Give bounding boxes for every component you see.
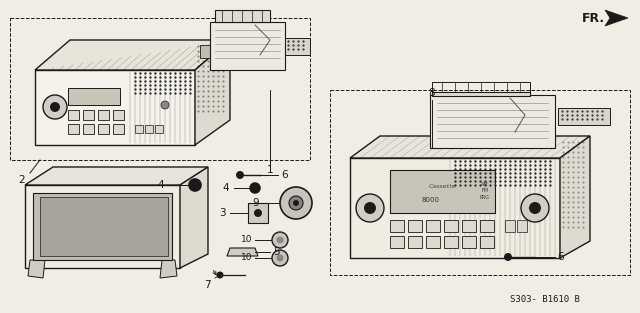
Polygon shape xyxy=(180,167,208,268)
Polygon shape xyxy=(390,170,495,213)
Polygon shape xyxy=(227,248,258,256)
Polygon shape xyxy=(560,136,590,258)
Polygon shape xyxy=(215,10,270,22)
Polygon shape xyxy=(135,125,143,133)
Text: AM
FM
PRG: AM FM PRG xyxy=(480,182,490,200)
Polygon shape xyxy=(432,92,530,96)
Polygon shape xyxy=(33,193,172,260)
Polygon shape xyxy=(480,220,494,232)
Polygon shape xyxy=(285,38,310,55)
Polygon shape xyxy=(408,236,422,248)
Polygon shape xyxy=(517,220,527,232)
Polygon shape xyxy=(98,110,109,120)
Circle shape xyxy=(216,271,223,279)
Polygon shape xyxy=(68,88,120,105)
Polygon shape xyxy=(40,197,168,256)
Circle shape xyxy=(293,200,299,206)
Polygon shape xyxy=(444,236,458,248)
Polygon shape xyxy=(83,110,94,120)
Text: 5: 5 xyxy=(274,247,280,257)
Polygon shape xyxy=(155,125,163,133)
Text: 9: 9 xyxy=(253,198,259,208)
Text: S303- B1610 B: S303- B1610 B xyxy=(510,295,580,305)
Polygon shape xyxy=(210,22,285,70)
Text: 10: 10 xyxy=(241,254,253,263)
Circle shape xyxy=(521,194,549,222)
Polygon shape xyxy=(426,236,440,248)
Text: 4: 4 xyxy=(157,180,164,190)
Polygon shape xyxy=(480,236,494,248)
Circle shape xyxy=(276,254,284,261)
Polygon shape xyxy=(430,95,555,148)
Polygon shape xyxy=(35,70,195,145)
Circle shape xyxy=(276,237,284,244)
Text: 7: 7 xyxy=(204,280,211,290)
Circle shape xyxy=(529,202,541,214)
Polygon shape xyxy=(462,220,476,232)
Polygon shape xyxy=(145,125,153,133)
Polygon shape xyxy=(390,220,404,232)
Text: 4: 4 xyxy=(223,183,229,193)
Polygon shape xyxy=(195,40,230,145)
Polygon shape xyxy=(462,236,476,248)
Circle shape xyxy=(43,95,67,119)
Polygon shape xyxy=(200,45,227,58)
Polygon shape xyxy=(113,124,124,134)
Circle shape xyxy=(254,209,262,217)
Circle shape xyxy=(161,101,169,109)
Polygon shape xyxy=(350,136,590,158)
Circle shape xyxy=(250,183,260,193)
Polygon shape xyxy=(444,220,458,232)
Polygon shape xyxy=(83,124,94,134)
Text: FR.: FR. xyxy=(582,12,605,24)
Text: Cassette: Cassette xyxy=(428,183,456,188)
Circle shape xyxy=(272,250,288,266)
Text: 6: 6 xyxy=(557,252,564,262)
Text: 8000: 8000 xyxy=(421,197,439,203)
Text: 10: 10 xyxy=(241,235,253,244)
Text: 3: 3 xyxy=(219,208,225,218)
Polygon shape xyxy=(605,10,628,26)
Polygon shape xyxy=(113,110,124,120)
Text: 6: 6 xyxy=(282,170,288,180)
Polygon shape xyxy=(68,110,79,120)
Circle shape xyxy=(356,194,384,222)
Polygon shape xyxy=(248,203,268,223)
Polygon shape xyxy=(426,220,440,232)
Polygon shape xyxy=(25,185,180,268)
Polygon shape xyxy=(98,124,109,134)
Circle shape xyxy=(272,232,288,248)
Polygon shape xyxy=(390,236,404,248)
Polygon shape xyxy=(408,220,422,232)
Polygon shape xyxy=(350,158,560,258)
Polygon shape xyxy=(68,124,79,134)
Text: 1: 1 xyxy=(267,165,273,175)
Polygon shape xyxy=(28,260,45,278)
Circle shape xyxy=(189,179,201,191)
Text: 8: 8 xyxy=(429,88,435,98)
Circle shape xyxy=(50,102,60,112)
Polygon shape xyxy=(35,40,230,70)
Text: 2: 2 xyxy=(19,175,26,185)
Circle shape xyxy=(289,196,303,210)
Polygon shape xyxy=(505,220,515,232)
Circle shape xyxy=(236,171,244,179)
Circle shape xyxy=(364,202,376,214)
Polygon shape xyxy=(25,167,208,185)
Polygon shape xyxy=(558,108,610,125)
Polygon shape xyxy=(160,260,177,278)
Circle shape xyxy=(280,187,312,219)
Circle shape xyxy=(504,253,512,261)
